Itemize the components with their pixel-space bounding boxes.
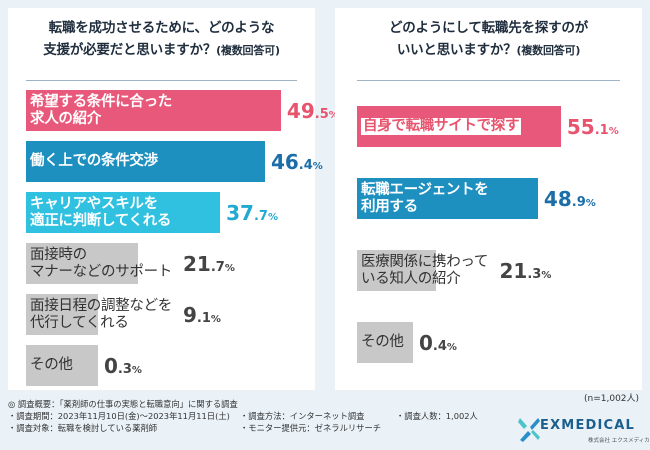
chart-left-divider (26, 80, 297, 81)
bar-label-line: 代行してくれる (30, 314, 129, 331)
bar-label-left-5: 面接日程の調整などを 代行してくれる (30, 298, 172, 332)
bar-label-line: 面接時の (30, 246, 87, 263)
bar-label-line: 適正に判断してくれる (30, 212, 172, 229)
bar-label-line: 利用する (361, 198, 418, 215)
bar-right-4 (357, 322, 413, 363)
sample-size: (n=1,002人) (584, 394, 640, 404)
bar-label-left-1: 希望する条件に合った 求人の紹介 (30, 94, 172, 128)
bar-value-right-1: 55.1% (566, 115, 619, 139)
logo-mark-icon (518, 418, 540, 442)
chart-left-title-note: (複数回答可) (216, 44, 280, 57)
bar-value-right-3: 21.3% (499, 259, 552, 283)
chart-right-title-line-2: いいと思いますか？(複数回答可) (335, 38, 642, 58)
chart-right-card: どのようにして転職先を探すのが いいと思いますか？(複数回答可) 自身で転職サイ… (335, 8, 642, 390)
logo-name: EXMEDICAL (540, 418, 636, 433)
bar-label-line: いる知人の紹介 (361, 270, 461, 287)
footer-overview-text: 調査概要：「薬剤師の仕事の実態と転職意向」に関する調査 (17, 399, 238, 409)
bar-left-5 (26, 294, 98, 335)
bar-label-line: その他 (30, 357, 73, 373)
bar-right-3 (357, 250, 436, 291)
bar-value-left-4: 21.7% (183, 252, 235, 276)
chart-right-header: どのようにして転職先を探すのが いいと思いますか？(複数回答可) (335, 8, 642, 76)
bar-label-line: その他 (361, 334, 404, 350)
footer-period: ・調査期間：2023年11月10日(金)～2023年11月11日(土) (8, 411, 230, 421)
footer-target: ・調査対象：転職を検討している薬剤師 (8, 423, 158, 433)
bar-value-left-5: 9.1% (183, 303, 221, 327)
chart-right-title-note: (複数回答可) (516, 44, 581, 57)
chart-right-title-line-1: どのようにして転職先を探すのが (388, 20, 589, 36)
bar-label-line: 医療関係に携わって (361, 253, 489, 270)
bar-value-left-3: 37.7% (226, 201, 278, 225)
bar-label-right-2: 転職エージェントを 利用する (361, 182, 489, 216)
bar-left-1 (26, 90, 281, 131)
chart-left-title-line-1: 転職を成功させるために、どのような (48, 20, 275, 36)
chart-left-title-line-2: 支援が必要だと思いますか？(複数回答可) (8, 38, 315, 58)
chart-left-card: 転職を成功させるために、どのような 支援が必要だと思いますか？(複数回答可) 希… (8, 8, 339, 390)
chart-left-header: 転職を成功させるために、どのような 支援が必要だと思いますか？(複数回答可) (8, 8, 315, 76)
bar-label-left-4: 面接時の マナーなどのサポート (30, 247, 172, 281)
bar-value-right-2: 48.9% (543, 187, 596, 211)
bar-label-line: 転職エージェントを (361, 181, 489, 198)
bar-label-left-2: 働く上での条件交渉 (30, 153, 158, 170)
footer-bullet-icon: ◎ (8, 399, 18, 409)
bar-left-4 (26, 243, 138, 284)
bar-label-line: キャリアやスキルを (30, 195, 158, 212)
bar-label-line: 働く上での条件交渉 (30, 153, 158, 169)
bar-label-line: 希望する条件に合った (30, 93, 172, 110)
logo-subtitle: 株式会社 エクスメディカル (588, 438, 650, 444)
bar-value-right-4: 0.4% (419, 331, 457, 355)
bar-label-line: 自身で転職サイトで探す (363, 118, 520, 134)
bar-label-line: 面接日程の調整などを (30, 297, 172, 314)
bar-label-left-6: その他 (30, 357, 73, 374)
bar-label-left-3: キャリアやスキルを 適正に判断してくれる (30, 196, 171, 230)
bar-label-right-1: 自身で転職サイトで探す (361, 118, 522, 135)
bar-left-3 (26, 192, 221, 233)
bar-label-right-3: 医療関係に携わって いる知人の紹介 (361, 254, 488, 288)
bar-label-line: 求人の紹介 (30, 110, 101, 127)
footer-method: ・調査方法：インターネット調査 (240, 411, 365, 421)
exmedical-logo: EXMEDICAL 株式会社 エクスメディカル (518, 416, 650, 446)
bar-value-left-1: 49.5% (286, 99, 339, 123)
chart-right-divider (357, 80, 620, 81)
chart-left-title-text: 支援が必要だと思いますか？ (43, 42, 217, 58)
chart-right-title-text: いいと思いますか？ (396, 42, 517, 58)
footer-overview: ◎ 調査概要：「薬剤師の仕事の実態と転職意向」に関する調査 (8, 398, 238, 410)
bar-left-2 (26, 141, 265, 182)
bar-right-2 (357, 178, 538, 219)
bar-left-6 (26, 345, 98, 386)
bar-value-left-6: 0.3% (104, 354, 142, 378)
bar-label-line: マナーなどのサポート (30, 263, 172, 280)
bar-label-right-4: その他 (361, 334, 404, 351)
footer-count: ・調査人数：1,002人 (396, 411, 478, 421)
footer-monitor: ・モニター提供元：ゼネラルリサーチ (240, 423, 382, 433)
bar-value-left-2: 46.4% (270, 150, 323, 174)
